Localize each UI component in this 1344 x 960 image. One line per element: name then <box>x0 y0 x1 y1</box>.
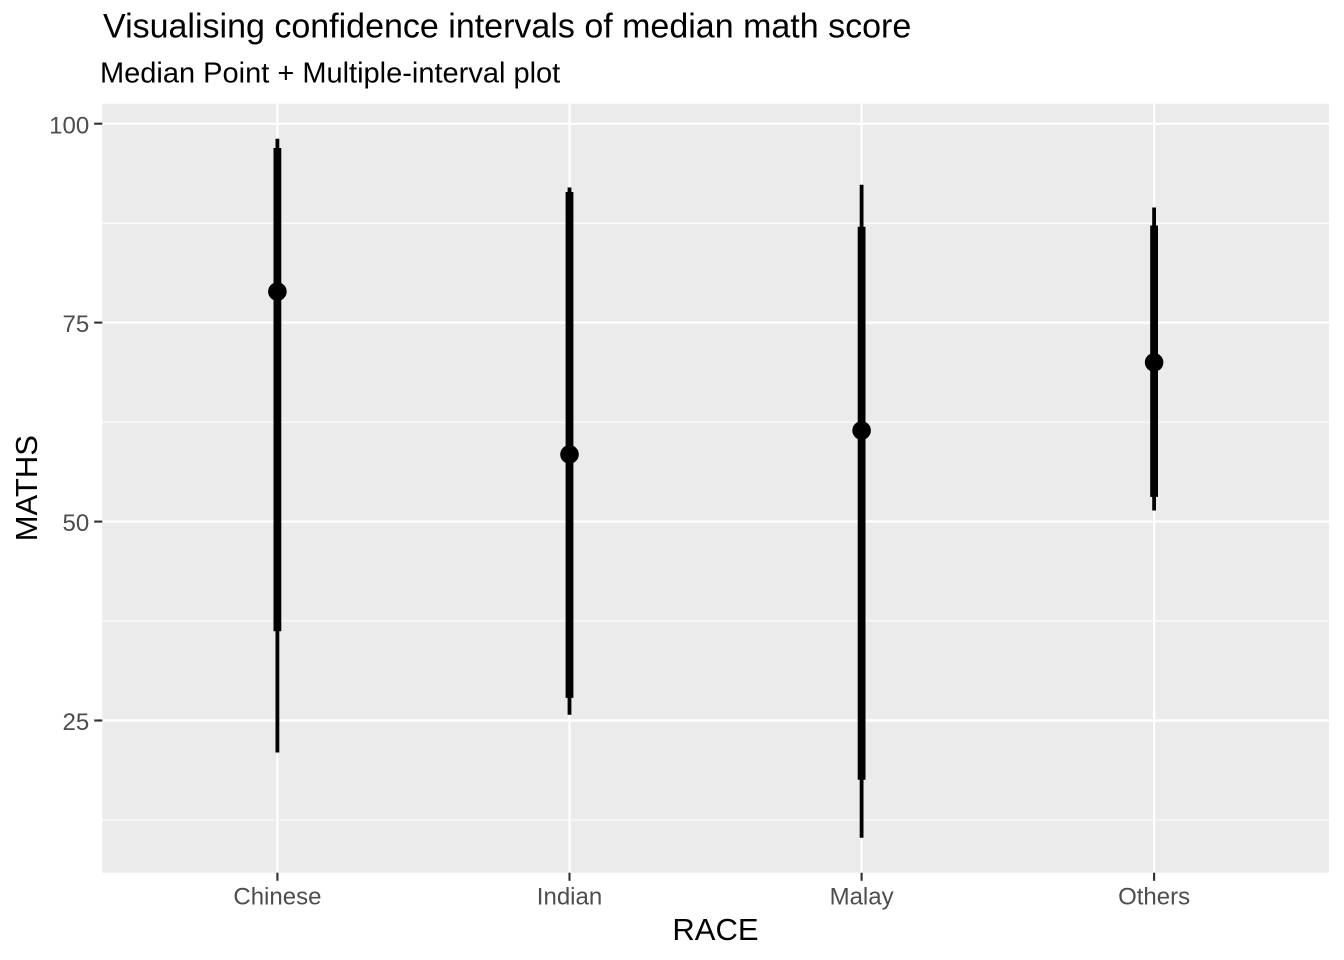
svg-text:RACE: RACE <box>672 912 758 947</box>
svg-text:MATHS: MATHS <box>9 435 44 541</box>
svg-text:50: 50 <box>62 510 89 537</box>
svg-text:Indian: Indian <box>537 884 602 911</box>
svg-text:Visualising confidence interva: Visualising confidence intervals of medi… <box>103 8 911 46</box>
svg-text:Malay: Malay <box>830 884 894 911</box>
svg-text:Median Point + Multiple-interv: Median Point + Multiple-interval plot <box>100 58 560 90</box>
svg-text:100: 100 <box>49 112 89 139</box>
svg-text:Chinese: Chinese <box>233 884 321 911</box>
svg-text:75: 75 <box>62 311 89 338</box>
svg-text:Others: Others <box>1118 884 1190 911</box>
svg-text:25: 25 <box>62 709 89 736</box>
